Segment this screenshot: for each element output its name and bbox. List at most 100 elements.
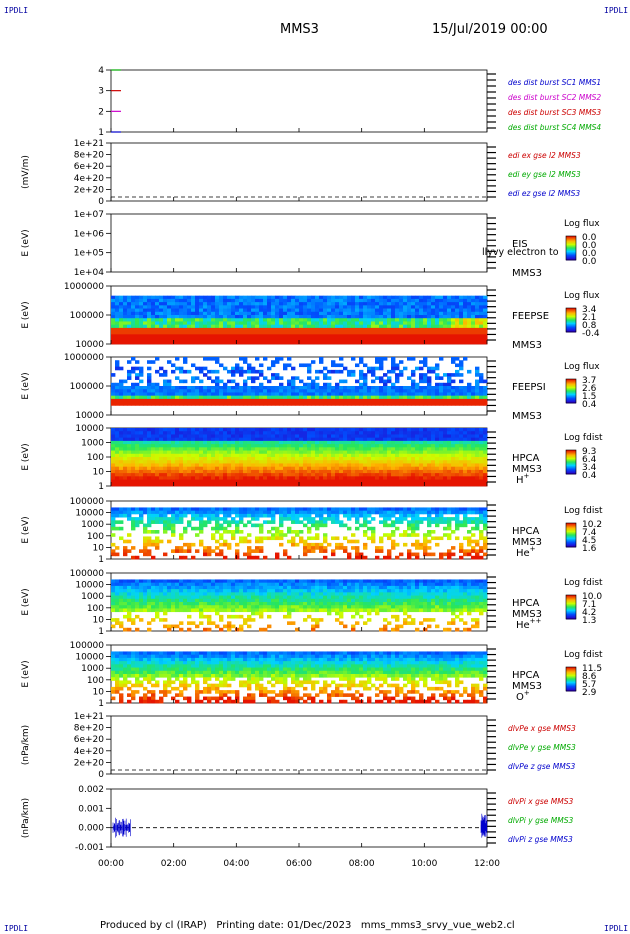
spectrogram-cell bbox=[371, 318, 376, 322]
spectrogram-cell bbox=[287, 447, 292, 451]
spectrogram-cell bbox=[319, 479, 324, 484]
spectrogram-cell bbox=[347, 337, 352, 342]
spectrogram-cell bbox=[407, 526, 412, 531]
spectrogram-cell bbox=[207, 324, 212, 329]
spectrogram-cell bbox=[375, 457, 380, 461]
spectrogram-cell bbox=[139, 327, 144, 332]
spectrogram-cell bbox=[259, 469, 264, 474]
spectrogram-cell bbox=[199, 392, 204, 397]
spectrogram-cell bbox=[143, 321, 148, 326]
spectrogram-cell bbox=[431, 447, 436, 451]
spectrogram-cell bbox=[467, 437, 472, 442]
spectrogram-cell bbox=[171, 392, 176, 397]
spectrogram-cell bbox=[243, 389, 248, 393]
spectrogram-cell bbox=[479, 398, 484, 403]
spectrogram-cell bbox=[307, 444, 312, 448]
spectrogram-cell bbox=[411, 434, 416, 439]
spectrogram-cell bbox=[179, 457, 184, 461]
spectrogram-cell bbox=[267, 302, 272, 306]
spectrogram-cell bbox=[295, 395, 300, 400]
spectrogram-cell bbox=[403, 444, 408, 448]
spectrogram-cell bbox=[391, 510, 396, 515]
spectrogram-cell bbox=[411, 457, 416, 461]
spectrogram-cell bbox=[151, 395, 156, 400]
spectrogram-cell bbox=[307, 340, 312, 345]
spectrogram-cell bbox=[239, 373, 244, 377]
spectrogram-cell bbox=[459, 469, 464, 474]
colorbar-segment bbox=[566, 240, 576, 242]
spectrogram-cell bbox=[483, 437, 488, 442]
spectrogram-cell bbox=[143, 302, 148, 306]
spectrogram-cell bbox=[467, 389, 472, 393]
spectrogram-cell bbox=[367, 398, 372, 403]
spectrogram-cell bbox=[155, 340, 160, 345]
spectrogram-cell bbox=[215, 530, 220, 534]
spectrogram-cell bbox=[343, 428, 348, 432]
spectrogram-cell bbox=[403, 337, 408, 342]
spectrogram-cell bbox=[387, 469, 392, 474]
spectrogram-cell bbox=[367, 321, 372, 326]
spectrogram-cell bbox=[383, 315, 388, 319]
spectrogram-cell bbox=[255, 398, 260, 403]
spectrogram-cell bbox=[211, 466, 216, 471]
spectrogram-cell bbox=[231, 479, 236, 484]
spectrogram-cell bbox=[451, 379, 456, 384]
spectrogram-cell bbox=[299, 337, 304, 342]
spectrogram-cell bbox=[235, 520, 240, 524]
spectrogram-cell bbox=[435, 428, 440, 432]
spectrogram-cell bbox=[371, 536, 376, 541]
spectrogram-cell bbox=[231, 295, 236, 300]
spectrogram-cell bbox=[359, 315, 364, 319]
spectrogram-cell bbox=[123, 302, 128, 306]
spectrogram-cell bbox=[219, 395, 224, 400]
spectrogram-cell bbox=[351, 295, 356, 300]
spectrogram-cell bbox=[315, 398, 320, 403]
spectrogram-cell bbox=[415, 431, 420, 435]
spectrogram-cell bbox=[299, 476, 304, 480]
spectrogram-cell bbox=[387, 453, 392, 458]
spectrogram-cell bbox=[451, 324, 456, 329]
spectrogram-cell bbox=[391, 392, 396, 397]
spectrogram-cell bbox=[471, 466, 476, 471]
spectrogram-cell bbox=[479, 479, 484, 484]
spectrogram-cell bbox=[227, 295, 232, 300]
spectrogram-cell bbox=[415, 542, 420, 547]
spectrogram-cell bbox=[431, 463, 436, 468]
spectrogram-cell bbox=[235, 431, 240, 435]
spectrogram-cell bbox=[403, 402, 408, 406]
spectrogram-cell bbox=[387, 431, 392, 435]
spectrogram-cell bbox=[319, 469, 324, 474]
spectrogram-cell bbox=[371, 327, 376, 332]
spectrogram-cell bbox=[355, 395, 360, 400]
spectrogram-cell bbox=[371, 482, 376, 487]
spectrogram-cell bbox=[251, 447, 256, 451]
spectrogram-cell bbox=[195, 469, 200, 474]
spectrogram-cell bbox=[131, 523, 136, 528]
spectrogram-cell bbox=[327, 295, 332, 300]
spectrogram-cell bbox=[187, 434, 192, 439]
spectrogram-cell bbox=[395, 469, 400, 474]
ytick-label: 8e+20 bbox=[74, 151, 105, 161]
spectrogram-cell bbox=[263, 457, 268, 461]
spectrogram-cell bbox=[215, 302, 220, 306]
spectrogram-cell bbox=[139, 302, 144, 306]
spectrogram-cell bbox=[391, 389, 396, 393]
spectrogram-cell bbox=[283, 318, 288, 322]
spectrogram-cell bbox=[271, 295, 276, 300]
spectrogram-cell bbox=[151, 431, 156, 435]
spectrogram-cell bbox=[267, 463, 272, 468]
spectrogram-cell bbox=[479, 437, 484, 442]
spectrogram-cell bbox=[483, 395, 488, 400]
spectrogram-cell bbox=[359, 360, 364, 364]
spectrogram-cell bbox=[451, 473, 456, 477]
spectrogram-cell bbox=[299, 473, 304, 477]
spectrogram-cell bbox=[363, 482, 368, 487]
spectrogram-cell bbox=[243, 302, 248, 306]
spectrogram-cell bbox=[339, 311, 344, 316]
spectrogram-cell bbox=[163, 444, 168, 448]
spectrogram-cell bbox=[427, 453, 432, 458]
spectrogram-cell bbox=[195, 324, 200, 329]
spectrogram-cell bbox=[479, 402, 484, 406]
spectrogram-cell bbox=[239, 440, 244, 445]
spectrogram-cell bbox=[323, 392, 328, 397]
